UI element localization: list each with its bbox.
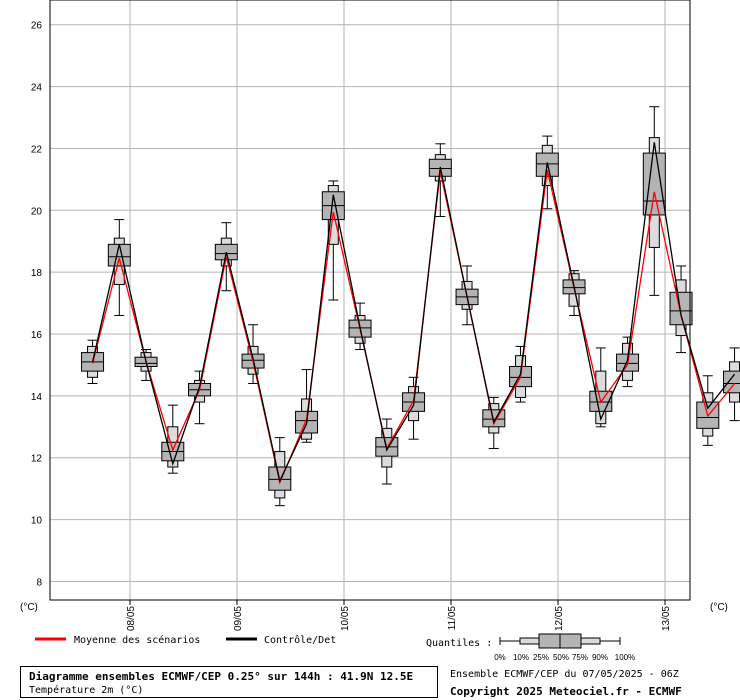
- legend-quantiles-label: Quantiles :: [426, 638, 492, 649]
- ensemble-box: [295, 369, 319, 443]
- y-tick-label: 16: [31, 330, 43, 341]
- footer-box: Diagramme ensembles ECMWF/CEP 0.25° sur …: [20, 666, 438, 698]
- ensemble-box: [402, 376, 426, 440]
- quantile-tick-label: 0%: [494, 653, 506, 662]
- footer-title: Diagramme ensembles ECMWF/CEP 0.25° sur …: [29, 670, 414, 683]
- y-tick-label: 8: [36, 577, 42, 588]
- box-25-75: [107, 243, 131, 267]
- box-25-75: [669, 291, 693, 326]
- y-tick-label: 14: [31, 392, 43, 403]
- quantile-tick-label: 10%: [513, 653, 529, 662]
- y-unit-left: (°C): [20, 602, 38, 613]
- quantile-tick-label: 75%: [572, 653, 588, 662]
- x-tick-label: 08/05: [126, 606, 137, 631]
- quantile-tick-label: 100%: [615, 653, 635, 662]
- quantile-tick-label: 50%: [553, 653, 569, 662]
- box-25-75: [642, 152, 666, 216]
- y-unit-right: (°C): [710, 602, 728, 613]
- credit-run: Ensemble ECMWF/CEP du 07/05/2025 - 06Z: [450, 669, 679, 680]
- x-tick-label: 13/05: [661, 606, 672, 631]
- credit-copyright: Copyright 2025 Meteociel.fr - ECMWF: [450, 685, 682, 698]
- ensemble-chart: 8 10 12 14 16 18 20 22 24 26 08/05 09/05 10/05 11/05…: [20, 0, 740, 662]
- ensemble-box: [107, 219, 131, 316]
- quantile-tick-label: 90%: [592, 653, 608, 662]
- box-25-75: [723, 370, 740, 394]
- x-tick-label: 10/05: [340, 606, 351, 631]
- y-tick-label: 10: [31, 516, 43, 527]
- y-tick-label: 20: [31, 206, 43, 217]
- quantile-legend: 0% 10% 25% 50% 75% 90% 100%: [494, 633, 635, 662]
- legend-mean-label: Moyenne des scénarios: [74, 634, 200, 646]
- ensemble-box: [589, 347, 613, 428]
- x-tick-label: 11/05: [447, 606, 458, 631]
- y-tick-label: 22: [31, 144, 43, 155]
- ensemble-box: [669, 265, 693, 354]
- quantile-tick-label: 25%: [533, 653, 549, 662]
- footer-subtitle: Température 2m (°C): [29, 685, 144, 696]
- boxes: [81, 106, 740, 507]
- y-tick-label: 18: [31, 268, 43, 279]
- y-tick-label: 24: [31, 83, 43, 94]
- ensemble-box: [188, 370, 212, 425]
- x-tick-label: 09/05: [233, 606, 244, 631]
- series-line: [91, 142, 736, 483]
- ensemble-box: [375, 418, 399, 485]
- x-tick-label: 12/05: [554, 606, 565, 631]
- grid: [50, 0, 690, 600]
- series-lines: [91, 142, 736, 485]
- ensemble-box: [562, 270, 586, 316]
- ensemble-box: [134, 348, 158, 381]
- y-tick-label: 26: [31, 21, 43, 32]
- plot-frame: [49, 0, 691, 601]
- legend-control-label: Contrôle/Det: [264, 634, 336, 646]
- x-tick-labels: 08/05 09/05 10/05 11/05 12/05 13/05: [126, 600, 672, 631]
- y-tick-label: 12: [31, 454, 43, 465]
- y-tick-labels: 8 10 12 14 16 18 20 22 24 26: [31, 21, 43, 589]
